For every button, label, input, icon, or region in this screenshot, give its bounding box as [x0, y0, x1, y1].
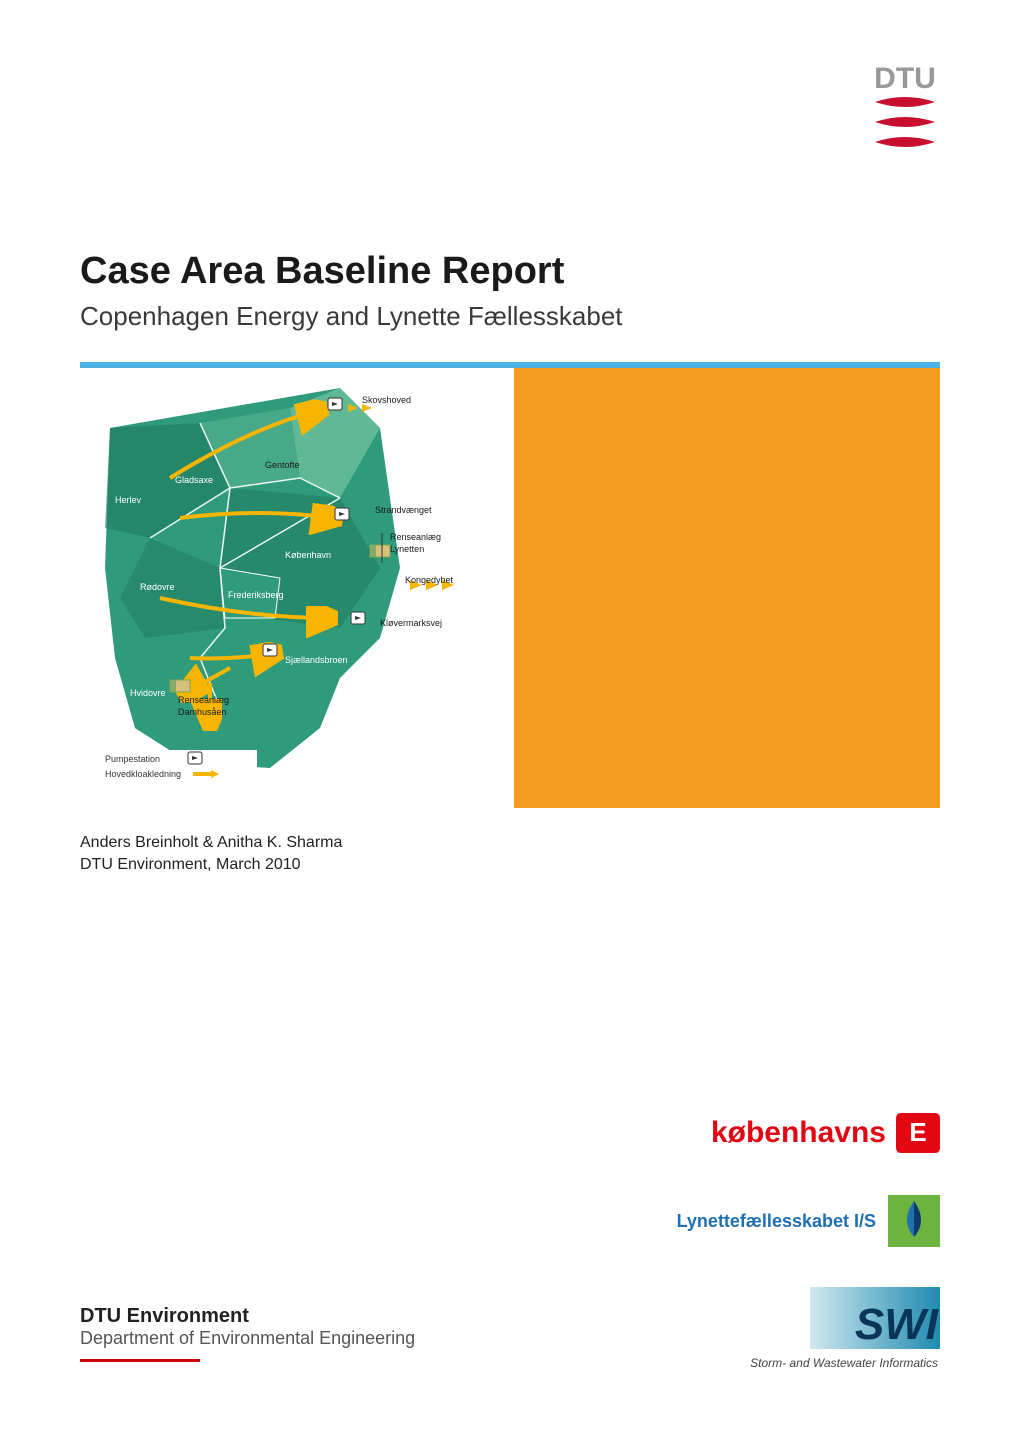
report-subtitle: Copenhagen Energy and Lynette Fællesskab…: [80, 301, 940, 332]
label-herlev: Herlev: [115, 495, 142, 505]
label-strandvaenget: Strandvænget: [375, 505, 432, 515]
swi-logo: SWI Storm- and Wastewater Informatics: [680, 1287, 940, 1382]
title-block: Case Area Baseline Report Copenhagen Ene…: [80, 250, 940, 332]
department-block: DTU Environment Department of Environmen…: [80, 1305, 415, 1362]
figure-row: Herlev Gladsaxe Gentofte København Frede…: [80, 368, 940, 808]
label-hvidovre: Hvidovre: [130, 688, 166, 698]
svg-text:Renseanlæg: Renseanlæg: [178, 695, 229, 705]
label-skovshoved: Skovshoved: [362, 395, 411, 405]
map-legend: Pumpestation Hovedkloakledning: [97, 750, 257, 782]
department-sub: Department of Environmental Engineering: [80, 1328, 415, 1349]
dtu-logo: DTU: [870, 60, 940, 165]
svg-text:E: E: [909, 1117, 926, 1147]
footer-logos: københavns E Lynettefællesskabet I/S: [677, 1111, 940, 1382]
label-frederiksberg: Frederiksberg: [228, 590, 284, 600]
svg-text:Pumpestation: Pumpestation: [105, 754, 160, 764]
authors-block: Anders Breinholt & Anitha K. Sharma DTU …: [80, 832, 940, 877]
dtu-logo-text: DTU: [874, 62, 936, 95]
ke-badge-icon: E: [896, 1111, 940, 1155]
svg-text:Renseanlæg: Renseanlæg: [390, 532, 441, 542]
map-panel: Herlev Gladsaxe Gentofte København Frede…: [80, 368, 510, 808]
label-gentofte: Gentofte: [265, 460, 300, 470]
lynettefaellesskabet-logo: Lynettefællesskabet I/S: [677, 1195, 940, 1247]
lf-drop-icon: [888, 1195, 940, 1247]
authors-line: Anders Breinholt & Anitha K. Sharma: [80, 832, 940, 854]
label-klovermarksvej: Kløvermarksvej: [380, 618, 442, 628]
label-gladsaxe: Gladsaxe: [175, 475, 213, 485]
label-kobenhavn: København: [285, 550, 331, 560]
catchment-map: Herlev Gladsaxe Gentofte København Frede…: [80, 368, 510, 808]
date-line: DTU Environment, March 2010: [80, 854, 940, 876]
swi-logo-text: SWI: [855, 1300, 939, 1349]
swi-tagline: Storm- and Wastewater Informatics: [750, 1356, 938, 1370]
svg-text:Hovedkloakledning: Hovedkloakledning: [105, 769, 181, 779]
ke-logo-text: københavns: [711, 1116, 886, 1150]
label-sjaellandsbroen: Sjællandsbroen: [285, 655, 348, 665]
svg-text:Lynetten: Lynetten: [390, 544, 424, 554]
department-name: DTU Environment: [80, 1305, 415, 1328]
report-title: Case Area Baseline Report: [80, 250, 940, 293]
label-rodovre: Rødovre: [140, 582, 175, 592]
lf-logo-text: Lynettefællesskabet I/S: [677, 1211, 876, 1232]
svg-text:Damhusåen: Damhusåen: [178, 707, 227, 717]
department-rule: [80, 1359, 200, 1362]
kobenhavns-energi-logo: københavns E: [711, 1111, 940, 1155]
label-kongedybet: Kongedybet: [405, 575, 454, 585]
orange-panel: [514, 368, 940, 808]
